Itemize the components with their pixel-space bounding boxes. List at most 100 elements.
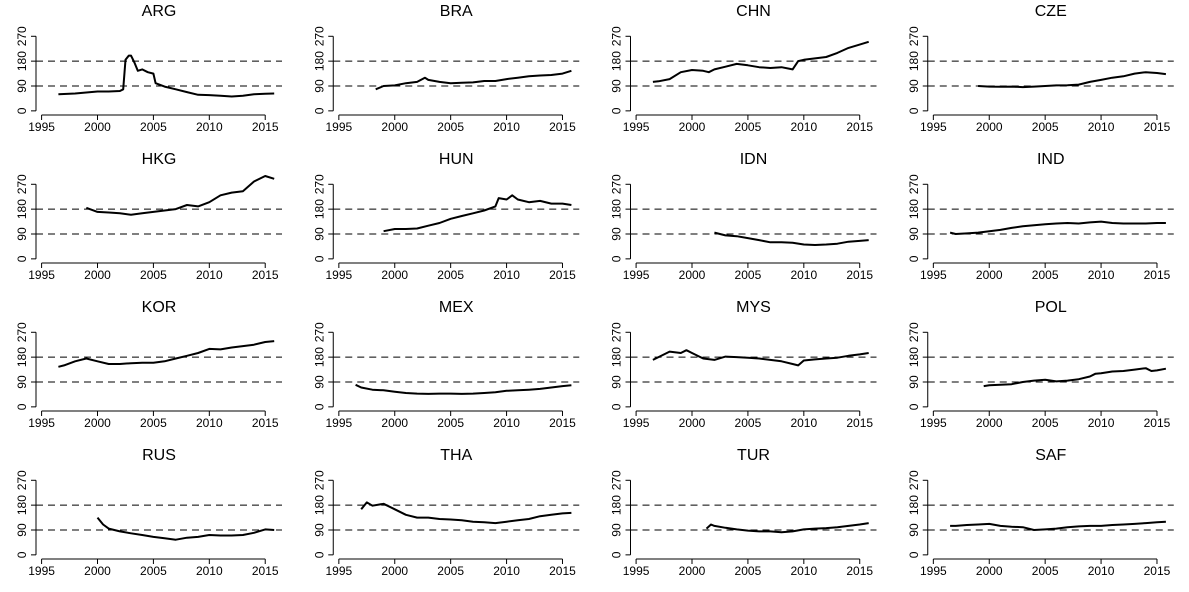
y-tick-label: 90: [610, 79, 624, 93]
x-tick-label: 2015: [846, 268, 873, 282]
y-tick-label: 90: [312, 227, 326, 241]
x-tick-label: 2000: [381, 416, 408, 430]
x-tick-label: 2010: [1088, 416, 1115, 430]
x-tick-label: 2005: [735, 416, 762, 430]
x-tick-label: 2000: [679, 416, 706, 430]
x-tick-label: 1995: [325, 120, 352, 134]
x-tick-label: 2015: [549, 416, 576, 430]
y-tick-label: 270: [312, 26, 326, 46]
x-tick-label: 2005: [735, 564, 762, 578]
y-tick-label: 0: [15, 255, 29, 262]
x-tick-label: 2000: [84, 564, 111, 578]
panel: HUN 0 90 180 270 1995 2000 2005 2010 2015: [312, 151, 580, 282]
x-tick-label: 2010: [1088, 120, 1115, 134]
y-tick-label: 0: [610, 107, 624, 114]
y-tick-label: 90: [15, 523, 29, 537]
series-line: [950, 520, 1166, 531]
x-tick-label: 2015: [1144, 416, 1171, 430]
y-tick-label: 270: [312, 470, 326, 490]
x-tick-label: 1995: [325, 268, 352, 282]
x-tick-label: 1995: [623, 416, 650, 430]
x-tick-label: 2000: [381, 268, 408, 282]
y-tick-label: 180: [312, 51, 326, 71]
y-tick-label: 180: [15, 347, 29, 367]
x-tick-label: 2005: [437, 564, 464, 578]
y-tick-label: 180: [15, 51, 29, 71]
y-tick-label: 180: [15, 199, 29, 219]
series-line: [58, 340, 275, 368]
x-tick-label: 1995: [28, 268, 55, 282]
y-tick-label: 180: [907, 495, 921, 515]
series-line: [355, 383, 572, 395]
x-tick-label: 1995: [623, 120, 650, 134]
x-tick-label: 2005: [437, 416, 464, 430]
y-tick-label: 180: [610, 347, 624, 367]
y-tick-label: 0: [15, 403, 29, 410]
series-line: [652, 349, 869, 367]
x-tick-label: 2005: [140, 416, 167, 430]
x-tick-label: 2005: [735, 268, 762, 282]
y-tick-label: 270: [610, 322, 624, 342]
x-tick-label: 1995: [325, 564, 352, 578]
x-tick-label: 2000: [976, 120, 1003, 134]
x-tick-label: 2005: [1032, 268, 1059, 282]
x-tick-label: 2010: [1088, 564, 1115, 578]
panel: SAF 0 90 180 270 1995 2000 2005 2010 2015: [907, 447, 1174, 578]
y-tick-label: 90: [907, 375, 921, 389]
y-tick-label: 180: [312, 347, 326, 367]
y-tick-label: 180: [610, 495, 624, 515]
y-tick-label: 270: [907, 470, 921, 490]
x-tick-label: 2000: [381, 564, 408, 578]
series-line: [978, 71, 1167, 89]
panel-title: IND: [1037, 151, 1065, 168]
x-tick-label: 2015: [549, 120, 576, 134]
y-tick-label: 180: [312, 495, 326, 515]
y-tick-label: 90: [15, 79, 29, 93]
panel: TUR 0 90 180 270 1995 2000 2005 2010 2015: [610, 447, 877, 578]
x-tick-label: 2005: [437, 268, 464, 282]
x-tick-label: 1995: [920, 268, 947, 282]
x-tick-label: 2005: [735, 120, 762, 134]
series-line: [360, 501, 572, 525]
y-tick-label: 90: [312, 523, 326, 537]
y-tick-label: 0: [907, 551, 921, 558]
x-tick-label: 2005: [437, 120, 464, 134]
y-tick-label: 270: [610, 174, 624, 194]
series-line: [652, 40, 869, 83]
panel-title: KOR: [142, 299, 177, 316]
y-tick-label: 90: [907, 523, 921, 537]
y-tick-label: 0: [907, 255, 921, 262]
y-tick-label: 90: [312, 375, 326, 389]
panel: ARG 0 90 180 270 1995 2000 2005 2010 2015: [15, 3, 282, 134]
x-tick-label: 2015: [252, 564, 279, 578]
panel: IDN 0 90 180 270 1995 2000 2005 2010 2015: [610, 151, 877, 282]
x-tick-label: 2010: [196, 564, 223, 578]
x-tick-label: 2005: [1032, 416, 1059, 430]
y-tick-label: 0: [610, 255, 624, 262]
panel-title: MYS: [736, 299, 771, 316]
x-tick-label: 2000: [679, 120, 706, 134]
y-tick-label: 270: [312, 322, 326, 342]
series-line: [383, 194, 572, 233]
x-tick-label: 2000: [381, 120, 408, 134]
x-tick-label: 2000: [84, 268, 111, 282]
y-tick-label: 270: [610, 26, 624, 46]
x-tick-label: 2005: [1032, 120, 1059, 134]
y-tick-label: 270: [312, 174, 326, 194]
x-tick-label: 2010: [790, 120, 817, 134]
x-tick-label: 2010: [790, 268, 817, 282]
y-tick-label: 270: [15, 470, 29, 490]
panel-title: SAF: [1035, 447, 1066, 464]
x-tick-label: 2010: [493, 416, 520, 430]
y-tick-label: 0: [312, 255, 326, 262]
x-tick-label: 2000: [976, 268, 1003, 282]
panel-title: TUR: [737, 447, 770, 464]
x-tick-label: 2015: [549, 268, 576, 282]
panel: CHN 0 90 180 270 1995 2000 2005 2010 2015: [610, 3, 877, 134]
series-line: [714, 231, 869, 246]
panel-title: ARG: [142, 3, 177, 20]
x-tick-label: 2015: [1144, 120, 1171, 134]
y-tick-label: 0: [610, 403, 624, 410]
x-tick-label: 2010: [790, 564, 817, 578]
